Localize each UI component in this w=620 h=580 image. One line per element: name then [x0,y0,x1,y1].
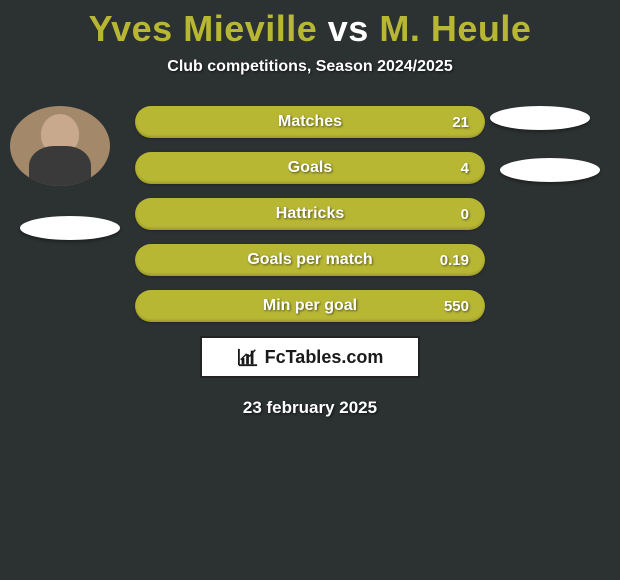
player2-name: M. Heule [379,8,531,49]
player1-name: Yves Mieville [89,8,318,49]
stat-bar: Min per goal 550 [135,290,485,322]
subtitle: Club competitions, Season 2024/2025 [0,58,620,76]
stat-value: 550 [444,298,469,315]
stat-bar: Hattricks 0 [135,198,485,230]
chart-icon [237,347,259,367]
stat-value: 4 [461,160,469,177]
player2-pill-1 [490,106,590,130]
stat-bar: Matches 21 [135,106,485,138]
stat-value: 21 [452,114,469,131]
vs-word: vs [328,8,369,49]
date-text: 23 february 2025 [0,398,620,418]
player1-name-pill [20,216,120,240]
stat-bar: Goals per match 0.19 [135,244,485,276]
page-title: Yves Mieville vs M. Heule [0,0,620,50]
stat-label: Goals per match [247,251,372,269]
fctables-logo: FcTables.com [200,336,420,378]
logo-text: FcTables.com [265,347,384,368]
stat-bars: Matches 21 Goals 4 Hattricks 0 Goals per match… [135,106,485,322]
comparison-content: Matches 21 Goals 4 Hattricks 0 Goals per match… [0,106,620,418]
stat-label: Goals [288,159,332,177]
stat-value: 0 [461,206,469,223]
player2-pill-2 [500,158,600,182]
stat-label: Hattricks [276,205,344,223]
stat-value: 0.19 [440,252,469,269]
player1-avatar [10,106,110,186]
stat-label: Matches [278,113,342,131]
stat-bar: Goals 4 [135,152,485,184]
stat-label: Min per goal [263,297,357,315]
